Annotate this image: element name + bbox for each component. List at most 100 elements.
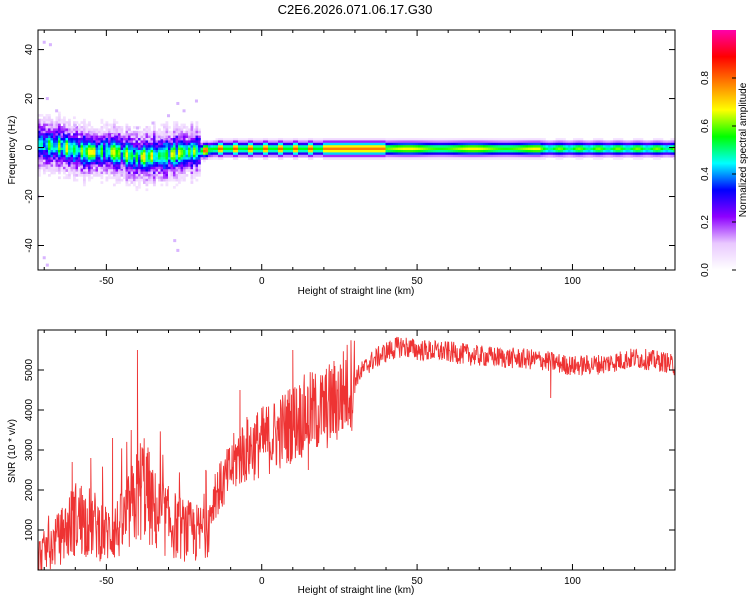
heatmap-cell [158,176,161,180]
heatmap-cell [140,133,144,136]
heatmap-cell [275,142,279,146]
heatmap-cell [75,145,79,148]
heatmap-cell [83,118,86,122]
heatmap-cell [93,159,96,163]
heatmap-cell [493,142,496,146]
heatmap-cell [93,166,96,170]
heatmap-cell [580,138,584,141]
heatmap-cell [125,171,129,175]
heatmap-cell [340,142,344,146]
heatmap-cell [158,157,161,160]
heatmap-cell [340,145,344,148]
heatmap-cell [80,174,84,177]
heatmap-cell [443,147,446,151]
heatmap-cell [50,126,54,129]
heatmap-cell [75,162,79,165]
heatmap-cell [115,133,119,136]
heatmap-cell [455,147,459,151]
heatmap-cell [445,154,449,158]
heatmap-cell [618,150,621,153]
heatmap-cell [188,164,191,168]
heatmap-cell [138,157,141,160]
heatmap-cell [220,154,224,158]
heatmap-cell [553,154,556,158]
heatmap-cell [93,128,96,132]
heatmap-cell [165,126,169,129]
heatmap-cell [673,147,675,151]
heatmap-cell [173,150,176,153]
heatmap-cell [538,147,541,151]
heatmap-cell [48,169,51,172]
heatmap-cell [670,140,674,144]
heatmap-cell [53,128,56,132]
heatmap-cell [420,140,424,144]
heatmap-cell [145,140,149,144]
heatmap-cell [60,133,64,136]
heatmap-cell [668,142,671,146]
heatmap-cell [658,154,661,158]
heatmap-cell [43,121,46,124]
heatmap-cell [385,150,389,153]
heatmap-cell [145,150,149,153]
heatmap-cell [120,150,124,153]
heatmap-cell [63,138,66,141]
heatmap-cell [628,142,631,146]
heatmap-cell [393,138,396,141]
heatmap-cell [40,114,44,117]
heatmap-cell [203,157,206,160]
heatmap-cell [660,152,664,156]
heatmap-cell [95,135,99,139]
heatmap-cell [163,128,166,132]
heatmap-cell [48,150,51,153]
heatmap-cell [98,164,101,168]
heatmap-cell [403,157,406,160]
heatmap-cell [40,138,44,141]
heatmap-cell [178,178,181,182]
heatmap-cell [180,159,184,163]
heatmap-cell [383,140,386,144]
heatmap-cell [573,150,576,153]
heatmap-cell [168,171,171,175]
heatmap-cell [55,152,59,156]
heatmap-cell [178,138,181,141]
heatmap-cell [265,147,269,151]
heatmap-cell [170,138,174,141]
heatmap-cell [468,150,471,153]
heatmap-cell [100,138,104,141]
heatmap-cell [93,162,96,165]
heatmap-cell [318,140,321,144]
heatmap-cell [88,171,91,175]
heatmap-cell [488,157,491,160]
heatmap-cell [290,150,294,153]
heatmap-cell [133,176,136,180]
heatmap-cell [308,138,311,141]
heatmap-cell [130,145,134,148]
heatmap-cell [190,128,194,132]
heatmap-cell [405,142,409,146]
heatmap-cell [385,140,389,144]
heatmap-cell [235,140,239,144]
heatmap-cell [640,150,644,153]
heatmap-cell [108,128,111,132]
heatmap-cell [530,140,534,144]
heatmap-cell [178,126,181,129]
heatmap-cell [433,142,436,146]
heatmap-cell [68,150,71,153]
heatmap-cell [163,166,166,170]
heatmap-cell [375,140,379,144]
heatmap-cell [98,138,101,141]
heatmap-cell [585,152,589,156]
heatmap-cell [475,150,479,153]
heatmap-cell [145,138,149,141]
heatmap-cell [180,130,184,134]
heatmap-cell [105,133,109,136]
heatmap-cell [48,164,51,168]
heatmap-cell [123,166,126,170]
heatmap-cell [88,121,91,124]
heatmap-cell [85,133,89,136]
heatmap-cell [80,142,84,146]
heatmap-cell [160,152,164,156]
heatmap-cell [223,147,226,151]
heatmap-cell [123,169,126,172]
heatmap-cell [63,128,66,132]
